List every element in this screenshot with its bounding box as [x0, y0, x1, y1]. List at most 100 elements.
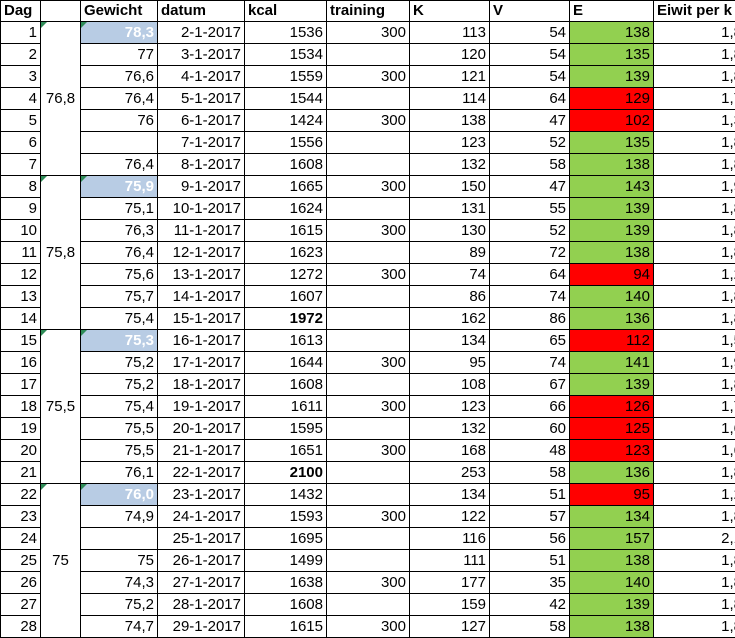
cell-datum[interactable]: 27-1-2017: [158, 572, 245, 594]
cell-v[interactable]: 52: [490, 132, 570, 154]
cell-gewicht[interactable]: 78,3: [81, 22, 158, 44]
cell-eiwit[interactable]: 1,8: [654, 44, 735, 66]
cell-datum[interactable]: 24-1-2017: [158, 506, 245, 528]
cell-e[interactable]: 126: [570, 396, 654, 418]
cell-training[interactable]: [327, 528, 410, 550]
cell-week-average[interactable]: 75,5: [41, 330, 81, 484]
cell-gewicht[interactable]: [81, 528, 158, 550]
cell-k[interactable]: 132: [410, 154, 490, 176]
header-e[interactable]: E: [570, 1, 654, 22]
cell-v[interactable]: 48: [490, 440, 570, 462]
cell-v[interactable]: 58: [490, 462, 570, 484]
cell-gewicht[interactable]: 75,1: [81, 198, 158, 220]
cell-dag[interactable]: 27: [1, 594, 41, 616]
header-k[interactable]: K: [410, 1, 490, 22]
cell-kcal[interactable]: 1638: [245, 572, 327, 594]
cell-kcal[interactable]: 1624: [245, 198, 327, 220]
cell-dag[interactable]: 20: [1, 440, 41, 462]
cell-datum[interactable]: 13-1-2017: [158, 264, 245, 286]
cell-k[interactable]: 177: [410, 572, 490, 594]
cell-datum[interactable]: 11-1-2017: [158, 220, 245, 242]
cell-kcal[interactable]: 1607: [245, 286, 327, 308]
cell-kcal[interactable]: 1644: [245, 352, 327, 374]
cell-eiwit[interactable]: 1,8: [654, 506, 735, 528]
cell-gewicht[interactable]: 75,5: [81, 440, 158, 462]
cell-kcal[interactable]: 1615: [245, 616, 327, 638]
cell-k[interactable]: 123: [410, 132, 490, 154]
cell-e[interactable]: 94: [570, 264, 654, 286]
cell-eiwit[interactable]: 1,6: [654, 440, 735, 462]
cell-gewicht[interactable]: 76,6: [81, 66, 158, 88]
cell-e[interactable]: 141: [570, 352, 654, 374]
cell-v[interactable]: 58: [490, 154, 570, 176]
cell-k[interactable]: 89: [410, 242, 490, 264]
cell-datum[interactable]: 26-1-2017: [158, 550, 245, 572]
cell-dag[interactable]: 13: [1, 286, 41, 308]
cell-gewicht[interactable]: 75,6: [81, 264, 158, 286]
cell-v[interactable]: 55: [490, 198, 570, 220]
cell-eiwit[interactable]: 1,5: [654, 330, 735, 352]
cell-kcal[interactable]: 1556: [245, 132, 327, 154]
cell-gewicht[interactable]: 76,0: [81, 484, 158, 506]
cell-training[interactable]: [327, 286, 410, 308]
cell-v[interactable]: 56: [490, 528, 570, 550]
cell-e[interactable]: 138: [570, 22, 654, 44]
cell-gewicht[interactable]: 75,2: [81, 594, 158, 616]
cell-eiwit[interactable]: 1,8: [654, 572, 735, 594]
cell-training[interactable]: 300: [327, 220, 410, 242]
cell-kcal[interactable]: 1536: [245, 22, 327, 44]
cell-k[interactable]: 132: [410, 418, 490, 440]
cell-kcal[interactable]: 1665: [245, 176, 327, 198]
cell-v[interactable]: 66: [490, 396, 570, 418]
cell-training[interactable]: 300: [327, 440, 410, 462]
cell-e[interactable]: 138: [570, 550, 654, 572]
cell-v[interactable]: 60: [490, 418, 570, 440]
cell-kcal[interactable]: 1559: [245, 66, 327, 88]
cell-e[interactable]: 139: [570, 198, 654, 220]
cell-k[interactable]: 111: [410, 550, 490, 572]
cell-kcal[interactable]: 1534: [245, 44, 327, 66]
cell-gewicht[interactable]: 74,9: [81, 506, 158, 528]
cell-v[interactable]: 72: [490, 242, 570, 264]
cell-k[interactable]: 95: [410, 352, 490, 374]
cell-v[interactable]: 54: [490, 22, 570, 44]
cell-datum[interactable]: 16-1-2017: [158, 330, 245, 352]
cell-training[interactable]: 300: [327, 66, 410, 88]
cell-datum[interactable]: 20-1-2017: [158, 418, 245, 440]
cell-eiwit[interactable]: 1,7: [654, 396, 735, 418]
cell-datum[interactable]: 3-1-2017: [158, 44, 245, 66]
cell-dag[interactable]: 21: [1, 462, 41, 484]
cell-gewicht[interactable]: 75,9: [81, 176, 158, 198]
cell-dag[interactable]: 7: [1, 154, 41, 176]
header-week[interactable]: [41, 1, 81, 22]
cell-training[interactable]: 300: [327, 22, 410, 44]
cell-training[interactable]: [327, 484, 410, 506]
cell-dag[interactable]: 24: [1, 528, 41, 550]
cell-v[interactable]: 86: [490, 308, 570, 330]
cell-datum[interactable]: 12-1-2017: [158, 242, 245, 264]
cell-gewicht[interactable]: 76: [81, 110, 158, 132]
cell-datum[interactable]: 29-1-2017: [158, 616, 245, 638]
cell-gewicht[interactable]: [81, 132, 158, 154]
cell-v[interactable]: 42: [490, 594, 570, 616]
cell-e[interactable]: 102: [570, 110, 654, 132]
cell-e[interactable]: 139: [570, 220, 654, 242]
cell-k[interactable]: 86: [410, 286, 490, 308]
cell-datum[interactable]: 21-1-2017: [158, 440, 245, 462]
cell-e[interactable]: 139: [570, 66, 654, 88]
cell-training[interactable]: [327, 374, 410, 396]
cell-eiwit[interactable]: 1,8: [654, 308, 735, 330]
cell-datum[interactable]: 22-1-2017: [158, 462, 245, 484]
cell-kcal[interactable]: 1595: [245, 418, 327, 440]
cell-k[interactable]: 162: [410, 308, 490, 330]
cell-e[interactable]: 140: [570, 572, 654, 594]
cell-gewicht[interactable]: 75,5: [81, 418, 158, 440]
cell-datum[interactable]: 19-1-2017: [158, 396, 245, 418]
cell-v[interactable]: 74: [490, 352, 570, 374]
cell-v[interactable]: 47: [490, 110, 570, 132]
cell-e[interactable]: 139: [570, 594, 654, 616]
cell-datum[interactable]: 23-1-2017: [158, 484, 245, 506]
cell-v[interactable]: 64: [490, 88, 570, 110]
cell-eiwit[interactable]: 1,8: [654, 66, 735, 88]
cell-training[interactable]: 300: [327, 616, 410, 638]
